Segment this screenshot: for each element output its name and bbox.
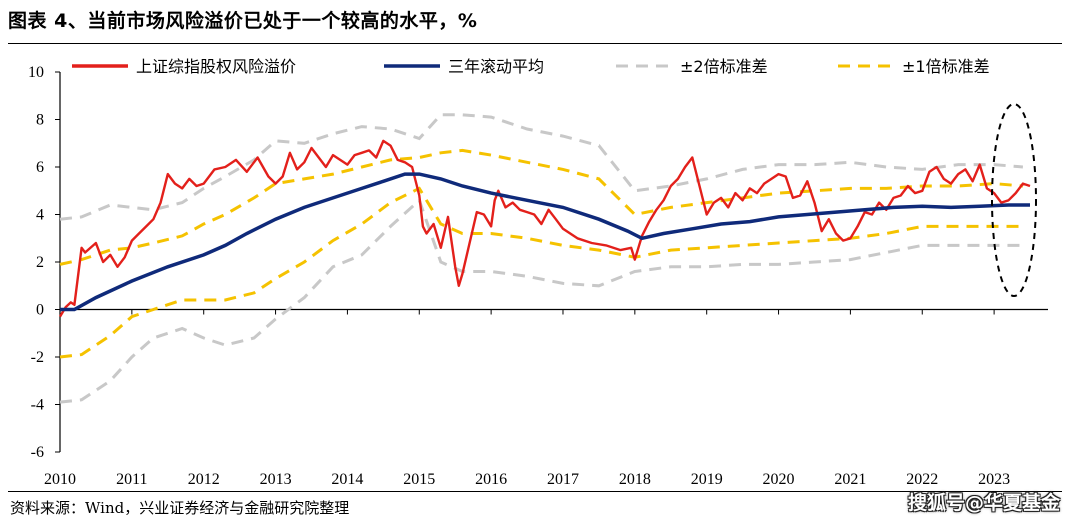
x-tick-label: 2017 xyxy=(547,471,579,488)
figure-title: 图表 4、当前市场风险溢价已处于一个较高的水平，% xyxy=(8,10,478,32)
y-tick-label: -2 xyxy=(31,349,44,366)
legend-premium-label: 上证综指股权风险溢价 xyxy=(136,57,296,76)
source-note: 资料来源：Wind，兴业证券经济与金融研究院整理 xyxy=(10,499,350,517)
x-tick-label: 2020 xyxy=(763,471,795,488)
chart-axes: -6 -4 -2 0 2 4 6 8 10 2010 2011 2012 2013 2014 2015 201… xyxy=(28,64,1048,488)
x-tick-label: 2016 xyxy=(475,471,507,488)
y-tick-label: 0 xyxy=(36,302,44,319)
watermark: 搜狐号@华夏基金 xyxy=(907,492,1060,514)
y-tick-label: 10 xyxy=(28,64,44,81)
one-sd-upper-band xyxy=(59,148,1024,266)
x-tick-label: 2010 xyxy=(44,471,76,488)
x-tick-label: 2012 xyxy=(188,471,220,488)
x-tick-label: 2021 xyxy=(834,471,866,488)
x-tick-label: 2013 xyxy=(260,471,292,488)
y-tick-label: -6 xyxy=(31,444,44,461)
rolling-mean-line xyxy=(60,172,1030,312)
premium-line xyxy=(58,139,1031,318)
x-tick-label: 2014 xyxy=(331,471,363,488)
highlight-ellipse xyxy=(991,103,1037,297)
y-tick-label: 6 xyxy=(36,159,44,176)
legend-rolling-mean-label: 三年滚动平均 xyxy=(448,57,544,76)
chart-legend: 上证综指股权风险溢价 三年滚动平均 ±2倍标准差 ±1倍标准差 xyxy=(72,57,990,76)
title-rule xyxy=(8,43,1062,44)
one-sd-lower-band xyxy=(59,186,1023,359)
x-tick-label: 2015 xyxy=(403,471,435,488)
y-tick-label: 4 xyxy=(36,207,44,224)
y-tick-label: 8 xyxy=(36,112,44,129)
x-tick-label: 2018 xyxy=(619,471,651,488)
x-tick-label: 2019 xyxy=(691,471,723,488)
risk-premium-chart: -6 -4 -2 0 2 4 6 8 10 2010 2011 2012 2013 2014 2015 201… xyxy=(28,57,1048,488)
x-tick-label: 2023 xyxy=(978,471,1010,488)
legend-one-sd-label: ±1倍标准差 xyxy=(902,57,990,76)
x-tick-label: 2022 xyxy=(906,471,938,488)
legend-two-sd-label: ±2倍标准差 xyxy=(680,57,768,76)
y-tick-label: 2 xyxy=(36,254,44,271)
y-tick-label: -4 xyxy=(31,397,44,414)
x-tick-label: 2011 xyxy=(116,471,147,488)
two-sd-upper-band xyxy=(59,113,1024,221)
source-rule xyxy=(8,491,1062,492)
series-layer xyxy=(58,113,1031,404)
